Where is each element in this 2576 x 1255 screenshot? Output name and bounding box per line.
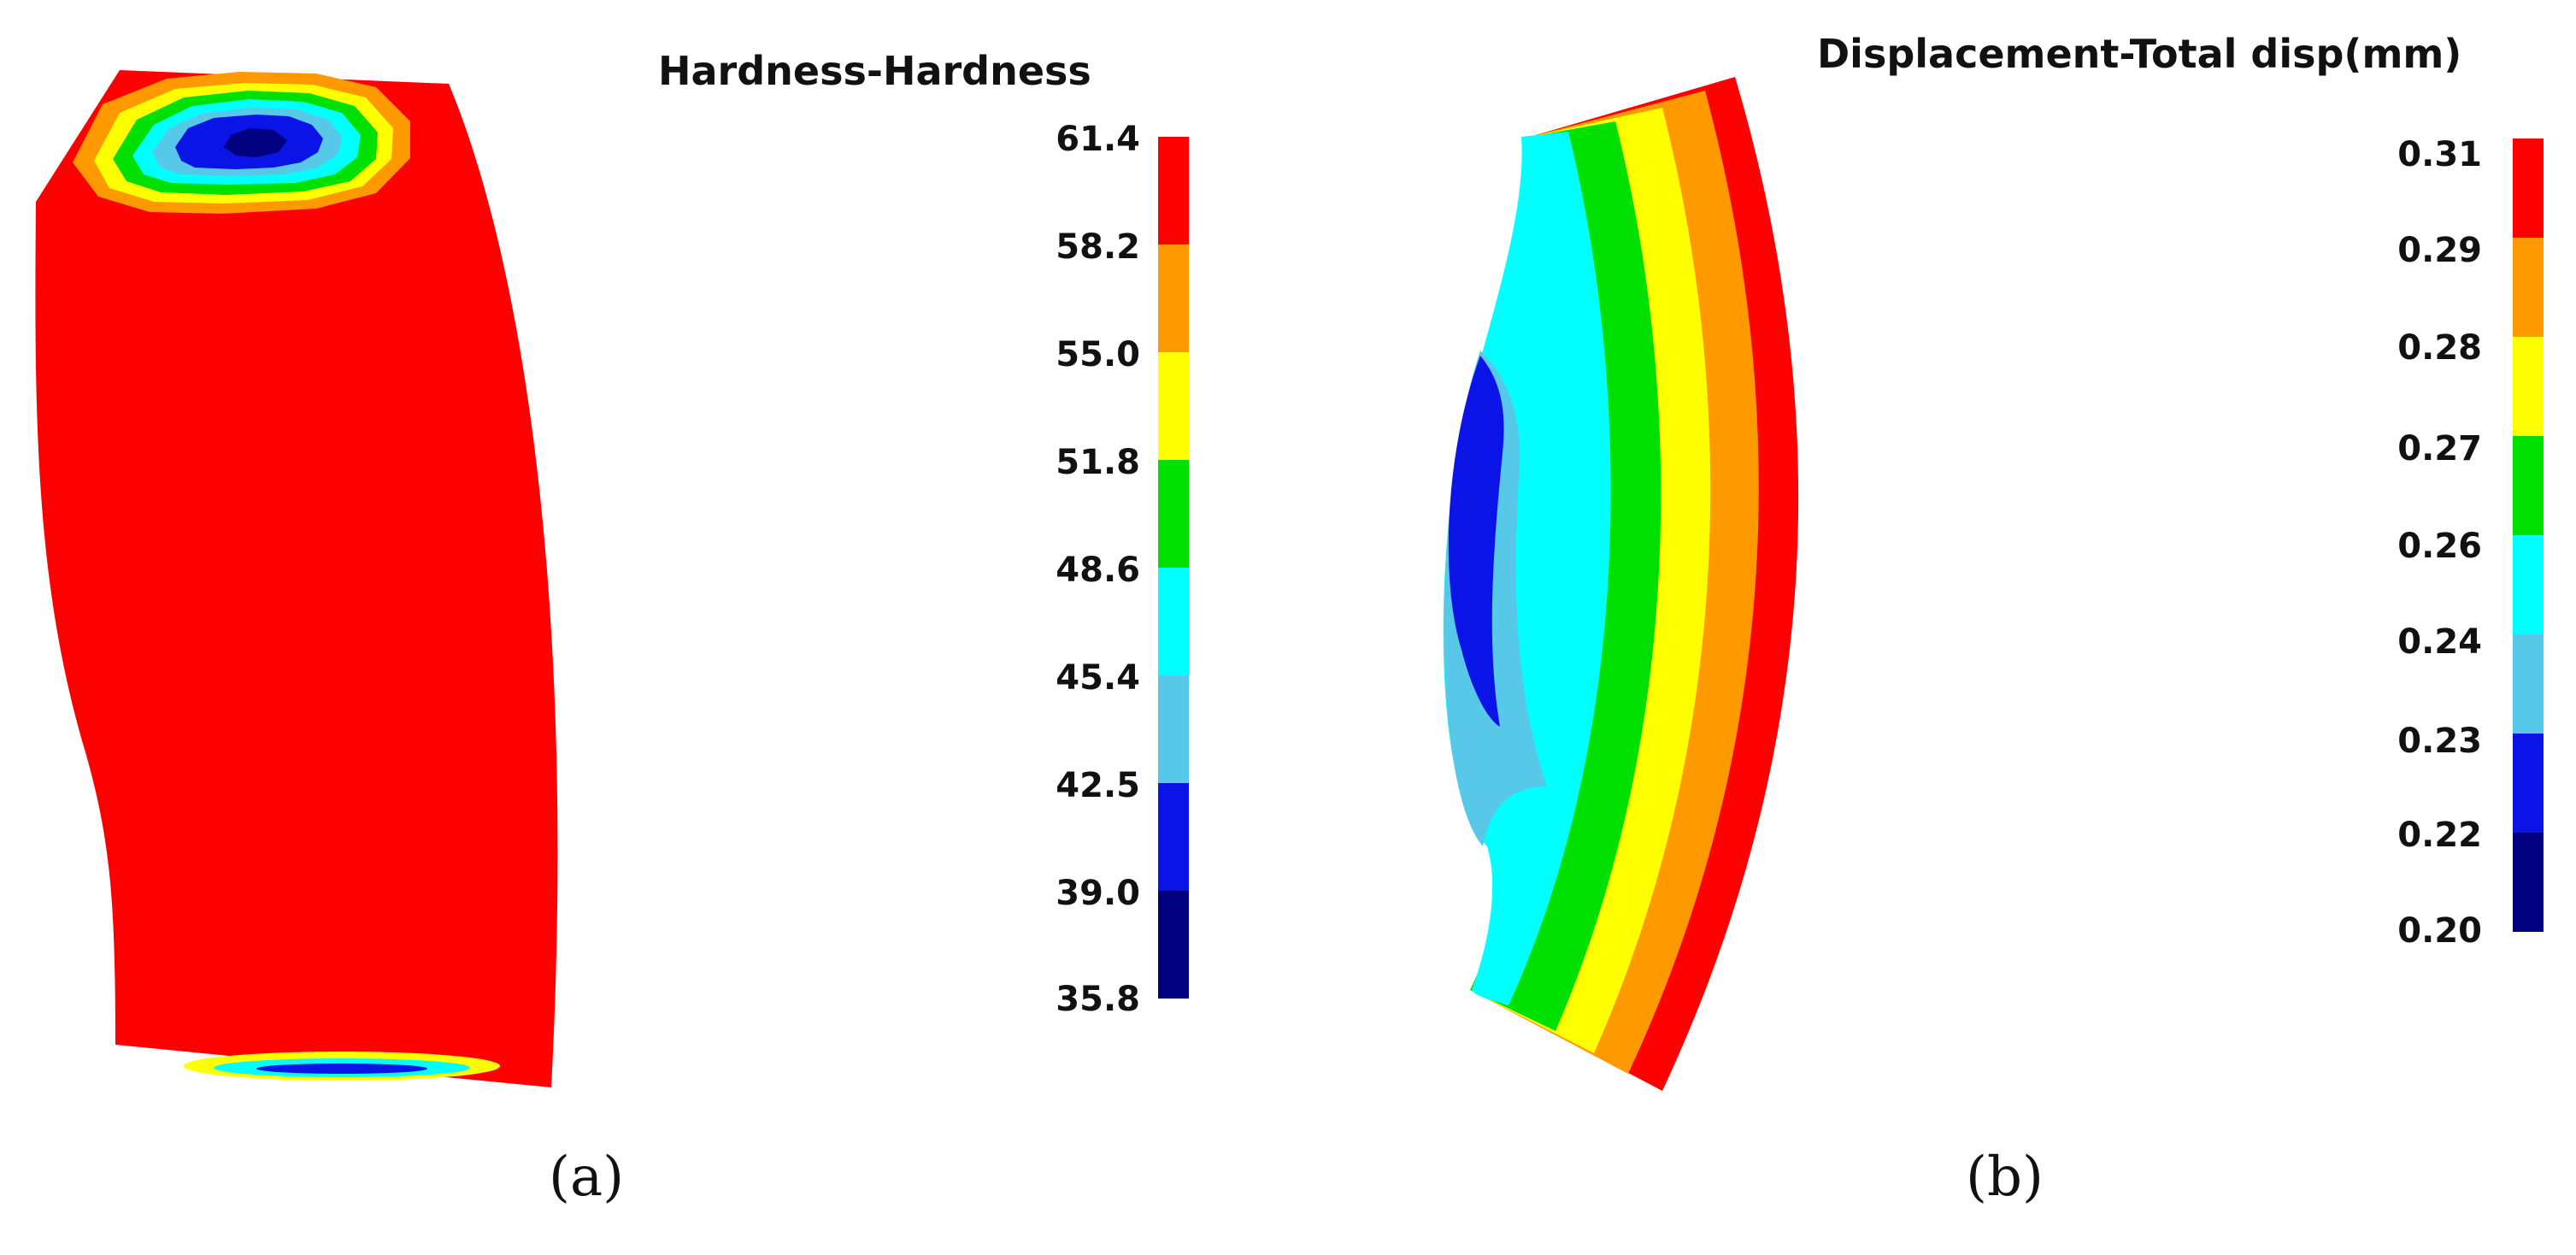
disp-band-1 [2513,138,2544,238]
hardness-tick-8: 39.0 [1056,874,1140,913]
hardness-band-5 [1158,568,1189,675]
hardness-band-1 [1158,137,1189,245]
hardness-tick-6: 45.4 [1056,658,1140,698]
displacement-legend-title: Displacement-Total disp(mm) [1817,31,2462,77]
disp-tick-1: 0.31 [2397,135,2482,174]
hardness-contour-model [35,70,558,1087]
bottom-contour-blue [256,1064,427,1074]
disp-band-5 [2513,535,2544,634]
disp-band-blue [1448,356,1504,727]
hardness-tick-2: 58.2 [1056,227,1140,267]
disp-tick-4: 0.27 [2397,429,2482,468]
hardness-colorbar [1158,137,1189,999]
disp-band-7 [2513,734,2544,833]
hardness-tick-1: 61.4 [1056,120,1140,159]
hardness-band-4 [1158,460,1189,568]
hardness-tick-9: 35.8 [1056,980,1140,1019]
hardness-band-2 [1158,245,1189,352]
hardness-specimen-body [35,70,558,1087]
disp-tick-6: 0.24 [2397,622,2482,662]
disp-band-6 [2513,634,2544,734]
hardness-tick-4: 51.8 [1056,443,1140,482]
hardness-tick-7: 42.5 [1056,766,1140,805]
hardness-band-8 [1158,891,1189,999]
hardness-band-3 [1158,352,1189,460]
disp-band-4 [2513,436,2544,535]
disp-band-2 [2513,238,2544,337]
disp-tick-2: 0.29 [2397,231,2482,270]
displacement-contour-model [1443,77,1799,1091]
displacement-colorbar [2513,138,2544,932]
disp-tick-8: 0.22 [2397,816,2482,855]
disp-band-8 [2513,833,2544,932]
hardness-band-7 [1158,783,1189,891]
disp-tick-7: 0.23 [2397,722,2482,761]
panel-label-b: (b) [1966,1146,2044,1209]
hardness-legend-title: Hardness-Hardness [658,48,1091,94]
panel-label-a: (a) [549,1146,625,1209]
hardness-tick-3: 55.0 [1056,335,1140,374]
disp-tick-5: 0.26 [2397,527,2482,566]
disp-tick-9: 0.20 [2397,911,2482,951]
hardness-band-6 [1158,675,1189,783]
hardness-tick-5: 48.6 [1056,551,1140,590]
top-contour-navy [224,128,287,157]
disp-tick-3: 0.28 [2397,328,2482,368]
disp-band-3 [2513,337,2544,436]
